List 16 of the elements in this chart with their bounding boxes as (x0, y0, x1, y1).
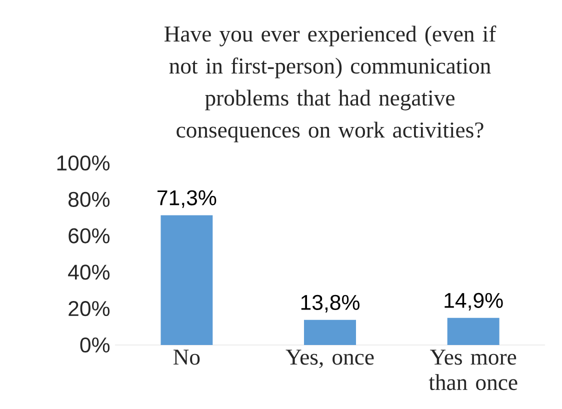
x-tick-label: No (173, 350, 200, 365)
data-label: 71,3% (158, 190, 216, 208)
bar (304, 320, 356, 345)
y-tick-label: 40% (68, 264, 110, 280)
data-label: 14,9% (444, 292, 503, 310)
data-label: 13,8% (301, 294, 360, 312)
bar (160, 215, 213, 345)
x-tick-label: Yes, once (286, 350, 374, 368)
y-tick-label: 60% (68, 228, 110, 244)
y-tick-label: 80% (68, 192, 110, 207)
x-tick-label: Yes more than once (428, 350, 518, 390)
y-tick-label: 0% (80, 337, 110, 353)
y-tick-label: 20% (68, 301, 110, 316)
chart-title: Have you ever experienced (even if not in first-person) communication problems that had negative consequences on work activities? (164, 26, 496, 142)
y-tick-label: 100% (57, 155, 110, 171)
bar (447, 318, 500, 345)
